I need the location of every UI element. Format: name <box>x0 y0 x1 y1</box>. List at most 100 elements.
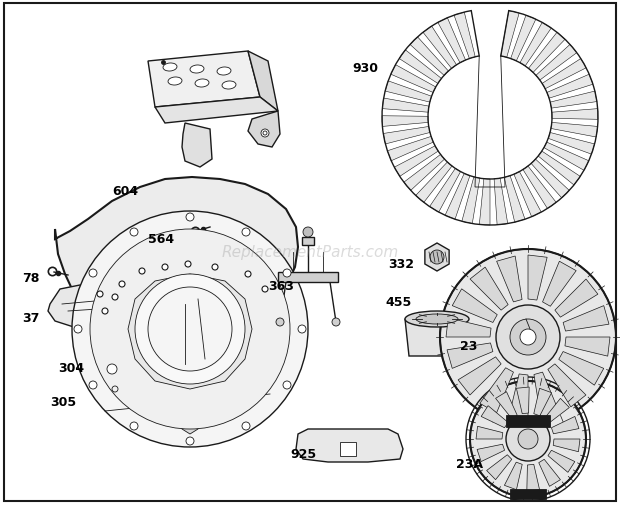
Polygon shape <box>544 398 569 423</box>
Circle shape <box>430 250 444 265</box>
Polygon shape <box>458 357 501 395</box>
Circle shape <box>135 274 245 384</box>
Polygon shape <box>520 23 551 67</box>
Circle shape <box>276 318 284 326</box>
Ellipse shape <box>163 64 177 72</box>
Polygon shape <box>497 257 522 302</box>
Circle shape <box>185 262 191 268</box>
Circle shape <box>112 294 118 300</box>
Polygon shape <box>544 143 589 171</box>
Polygon shape <box>446 318 491 337</box>
Ellipse shape <box>222 82 236 90</box>
Circle shape <box>470 381 586 497</box>
Circle shape <box>89 381 97 389</box>
Polygon shape <box>383 99 429 113</box>
Polygon shape <box>481 406 508 428</box>
Circle shape <box>283 381 291 389</box>
Circle shape <box>518 429 538 449</box>
Polygon shape <box>148 52 260 108</box>
Circle shape <box>186 437 194 445</box>
Polygon shape <box>528 256 547 300</box>
Polygon shape <box>551 123 598 138</box>
Text: 78: 78 <box>22 272 40 284</box>
Text: 925: 925 <box>290 447 316 460</box>
Circle shape <box>212 265 218 271</box>
Circle shape <box>242 229 250 236</box>
Bar <box>302 237 314 245</box>
Ellipse shape <box>416 315 458 324</box>
Circle shape <box>119 281 125 287</box>
Bar <box>278 273 338 282</box>
Polygon shape <box>423 27 456 69</box>
Polygon shape <box>551 417 579 434</box>
Polygon shape <box>394 146 438 177</box>
Circle shape <box>245 272 251 277</box>
Polygon shape <box>542 262 576 307</box>
Ellipse shape <box>190 66 204 74</box>
Polygon shape <box>404 155 445 191</box>
Circle shape <box>298 325 306 333</box>
Circle shape <box>510 319 546 356</box>
Circle shape <box>74 325 82 333</box>
Polygon shape <box>531 160 569 198</box>
Polygon shape <box>527 465 539 491</box>
Ellipse shape <box>168 78 182 86</box>
Bar <box>340 442 356 456</box>
Bar <box>510 489 546 499</box>
Polygon shape <box>48 284 108 329</box>
Text: 304: 304 <box>58 361 84 374</box>
Polygon shape <box>88 329 282 419</box>
Polygon shape <box>552 110 598 120</box>
Polygon shape <box>542 60 586 89</box>
Polygon shape <box>534 388 552 416</box>
Circle shape <box>262 286 268 292</box>
Polygon shape <box>487 455 512 480</box>
Circle shape <box>130 422 138 430</box>
Polygon shape <box>383 127 430 144</box>
Polygon shape <box>480 368 513 413</box>
Circle shape <box>102 309 108 315</box>
Ellipse shape <box>217 68 231 76</box>
Circle shape <box>520 329 536 345</box>
Circle shape <box>97 291 103 297</box>
Polygon shape <box>430 169 461 213</box>
Polygon shape <box>504 176 525 223</box>
Polygon shape <box>501 12 519 58</box>
Text: 564: 564 <box>148 232 174 245</box>
Text: 23: 23 <box>460 339 477 352</box>
Polygon shape <box>548 450 575 472</box>
Circle shape <box>148 287 232 371</box>
Polygon shape <box>416 163 452 203</box>
Circle shape <box>130 229 138 236</box>
Polygon shape <box>511 16 536 62</box>
Polygon shape <box>410 38 448 76</box>
Polygon shape <box>550 92 597 109</box>
Circle shape <box>496 306 560 369</box>
Text: 604: 604 <box>112 185 138 197</box>
Polygon shape <box>565 337 610 357</box>
Text: 37: 37 <box>22 312 40 324</box>
Circle shape <box>283 270 291 277</box>
Polygon shape <box>559 352 604 385</box>
Text: 455: 455 <box>385 295 411 309</box>
Polygon shape <box>178 417 200 434</box>
Circle shape <box>90 230 290 429</box>
Circle shape <box>261 130 269 138</box>
Polygon shape <box>391 66 436 93</box>
Circle shape <box>89 270 97 277</box>
Bar <box>506 415 550 427</box>
Polygon shape <box>548 364 586 407</box>
Ellipse shape <box>405 312 469 327</box>
Text: 332: 332 <box>388 258 414 271</box>
Polygon shape <box>536 45 577 81</box>
Circle shape <box>303 228 313 237</box>
Polygon shape <box>296 429 403 462</box>
Polygon shape <box>553 439 580 452</box>
Polygon shape <box>55 178 298 329</box>
Text: 930: 930 <box>352 62 378 75</box>
Text: 363: 363 <box>268 279 294 292</box>
Polygon shape <box>425 243 449 272</box>
Circle shape <box>440 249 616 425</box>
Circle shape <box>506 417 550 461</box>
Polygon shape <box>548 133 595 155</box>
